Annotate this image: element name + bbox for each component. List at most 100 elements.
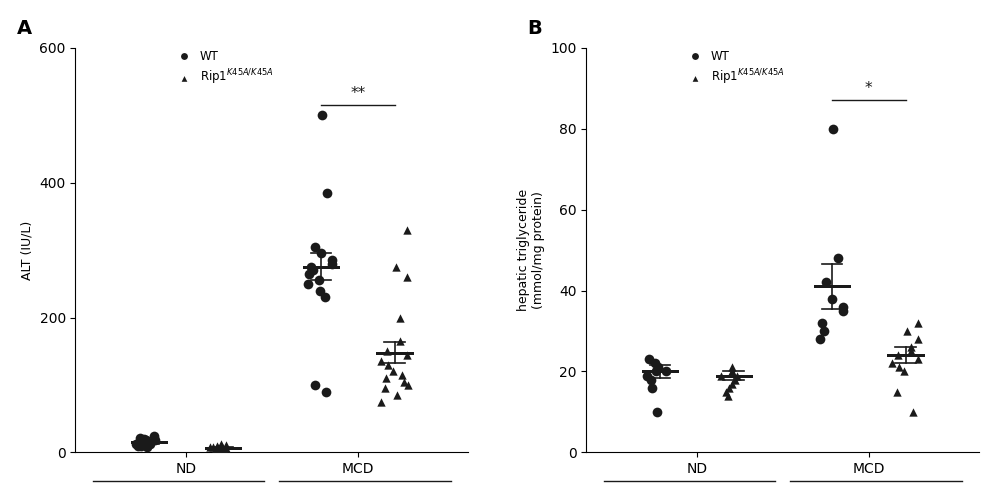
Point	[648, 367, 664, 375]
Point	[377, 384, 393, 392]
Point	[215, 444, 231, 452]
Point	[721, 384, 737, 392]
Point	[142, 440, 158, 448]
Point	[910, 355, 926, 363]
Point	[213, 440, 229, 448]
Point	[890, 351, 906, 359]
Point	[216, 446, 232, 454]
Point	[307, 381, 323, 389]
Legend: WT, Rip1$^{K45A/K45A}$: WT, Rip1$^{K45A/K45A}$	[679, 45, 789, 92]
Point	[644, 384, 660, 392]
Point	[884, 359, 900, 367]
Point	[307, 243, 323, 250]
Point	[319, 189, 335, 197]
Point	[300, 280, 316, 288]
Point	[396, 378, 412, 386]
Point	[641, 355, 657, 363]
Point	[910, 319, 926, 327]
Text: B: B	[528, 19, 542, 38]
Point	[400, 381, 416, 389]
Legend: WT, Rip1$^{K45A/K45A}$: WT, Rip1$^{K45A/K45A}$	[168, 45, 278, 92]
Point	[891, 363, 907, 371]
Point	[905, 408, 921, 416]
Point	[303, 263, 319, 271]
Point	[202, 443, 218, 451]
Point	[830, 254, 846, 262]
Point	[824, 295, 840, 303]
Point	[373, 357, 389, 365]
Point	[373, 398, 389, 406]
Point	[207, 446, 223, 454]
Point	[658, 367, 674, 375]
Point	[718, 388, 734, 396]
Point	[647, 359, 663, 367]
Point	[128, 440, 144, 448]
Point	[136, 435, 152, 443]
Point	[312, 287, 328, 295]
Point	[205, 443, 221, 451]
Point	[208, 445, 224, 453]
Point	[218, 444, 234, 452]
Point	[889, 388, 905, 396]
Point	[318, 388, 334, 396]
Point	[209, 442, 225, 450]
Point	[379, 347, 395, 355]
Text: A: A	[17, 19, 32, 38]
Point	[399, 351, 415, 359]
Point	[399, 226, 415, 234]
Point	[903, 343, 919, 351]
Point	[729, 372, 745, 380]
Point	[324, 259, 340, 267]
Text: **: **	[350, 86, 365, 101]
Point	[218, 441, 234, 449]
Point	[392, 314, 408, 322]
Point	[137, 439, 153, 447]
Point	[835, 307, 851, 315]
Point	[138, 436, 154, 444]
Point	[305, 266, 321, 274]
Point	[899, 327, 915, 335]
Point	[301, 270, 317, 278]
Point	[649, 408, 665, 416]
Point	[816, 327, 832, 335]
Point	[835, 303, 851, 311]
Point	[825, 125, 841, 133]
Point	[133, 438, 149, 446]
Point	[724, 367, 740, 375]
Point	[713, 372, 729, 380]
Point	[317, 293, 333, 301]
Point	[392, 337, 408, 345]
Point	[389, 391, 405, 399]
Point	[314, 111, 330, 119]
Point	[132, 433, 148, 441]
Point	[213, 442, 229, 450]
Point	[812, 335, 828, 343]
Point	[213, 445, 229, 453]
Point	[313, 249, 329, 257]
Point	[133, 442, 149, 450]
Point	[216, 446, 232, 454]
Point	[724, 380, 740, 388]
Point	[380, 361, 396, 369]
Point	[311, 276, 327, 284]
Point	[394, 371, 410, 379]
Point	[650, 363, 666, 371]
Point	[818, 278, 834, 286]
Point	[324, 256, 340, 264]
Point	[643, 376, 659, 384]
Point	[210, 444, 226, 452]
Y-axis label: ALT (IU/L): ALT (IU/L)	[21, 220, 34, 280]
Y-axis label: hepatic triglyceride
(mmol/mg protein): hepatic triglyceride (mmol/mg protein)	[517, 189, 545, 311]
Point	[147, 436, 163, 444]
Point	[639, 372, 655, 380]
Point	[720, 392, 736, 400]
Point	[399, 273, 415, 281]
Point	[139, 443, 155, 451]
Text: *: *	[865, 81, 873, 96]
Point	[130, 442, 146, 450]
Point	[378, 374, 394, 382]
Point	[385, 367, 401, 375]
Point	[896, 367, 912, 375]
Point	[903, 347, 919, 355]
Point	[146, 431, 162, 439]
